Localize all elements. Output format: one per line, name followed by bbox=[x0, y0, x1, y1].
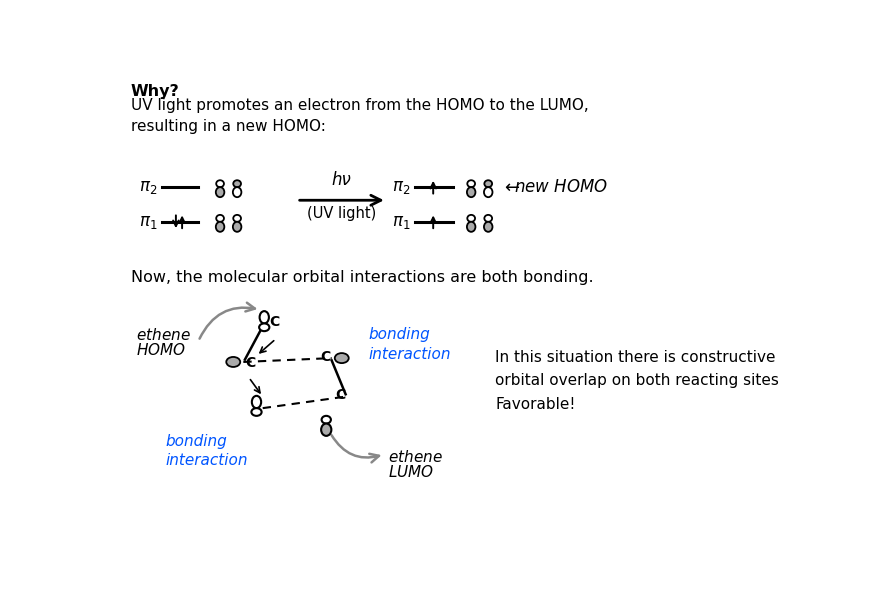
Text: C: C bbox=[269, 315, 279, 329]
Ellipse shape bbox=[335, 353, 349, 363]
Ellipse shape bbox=[484, 215, 492, 222]
Ellipse shape bbox=[233, 180, 241, 187]
Text: C: C bbox=[336, 388, 345, 402]
Ellipse shape bbox=[232, 187, 241, 197]
Text: Why?: Why? bbox=[131, 84, 180, 99]
Ellipse shape bbox=[467, 222, 475, 232]
Ellipse shape bbox=[484, 222, 492, 232]
Text: Favorable!: Favorable! bbox=[496, 396, 576, 412]
Ellipse shape bbox=[468, 180, 475, 187]
Text: $\pi_1$: $\pi_1$ bbox=[139, 213, 157, 231]
Text: (UV light): (UV light) bbox=[307, 206, 377, 221]
Text: bonding
interaction: bonding interaction bbox=[165, 434, 247, 468]
Text: hν: hν bbox=[332, 171, 351, 188]
Text: UV light promotes an electron from the HOMO to the LUMO,
resulting in a new HOMO: UV light promotes an electron from the H… bbox=[131, 98, 589, 134]
Text: $\it{ethene}$: $\it{ethene}$ bbox=[388, 449, 443, 465]
Text: C: C bbox=[246, 356, 256, 370]
Ellipse shape bbox=[216, 222, 225, 232]
Ellipse shape bbox=[216, 215, 224, 222]
Text: $\pi_1$: $\pi_1$ bbox=[392, 213, 410, 231]
Ellipse shape bbox=[484, 187, 492, 197]
Ellipse shape bbox=[321, 423, 331, 436]
Text: $\it{HOMO}$: $\it{HOMO}$ bbox=[136, 342, 186, 358]
Ellipse shape bbox=[232, 222, 241, 232]
Ellipse shape bbox=[322, 416, 331, 423]
Text: Now, the molecular orbital interactions are both bonding.: Now, the molecular orbital interactions … bbox=[131, 270, 593, 284]
Text: C: C bbox=[320, 350, 330, 364]
Ellipse shape bbox=[484, 180, 492, 187]
Text: bonding
interaction: bonding interaction bbox=[369, 328, 451, 362]
Text: $\pi_2$: $\pi_2$ bbox=[139, 178, 157, 196]
Text: $\leftarrow$: $\leftarrow$ bbox=[502, 178, 521, 196]
Ellipse shape bbox=[468, 215, 475, 222]
Ellipse shape bbox=[216, 187, 225, 197]
Ellipse shape bbox=[260, 311, 269, 323]
Text: $\pi_2$: $\pi_2$ bbox=[392, 178, 410, 196]
Ellipse shape bbox=[226, 357, 240, 367]
Text: $\it{ethene}$: $\it{ethene}$ bbox=[136, 328, 191, 343]
Text: $\it{LUMO}$: $\it{LUMO}$ bbox=[388, 464, 434, 479]
Ellipse shape bbox=[252, 396, 261, 408]
Ellipse shape bbox=[216, 180, 224, 187]
Text: In this situation there is constructive
orbital overlap on both reacting sites: In this situation there is constructive … bbox=[496, 350, 779, 387]
Ellipse shape bbox=[467, 187, 475, 197]
Text: $\it{new\ HOMO}$: $\it{new\ HOMO}$ bbox=[514, 178, 608, 196]
Ellipse shape bbox=[233, 215, 241, 222]
Ellipse shape bbox=[259, 323, 269, 331]
Ellipse shape bbox=[252, 408, 261, 416]
